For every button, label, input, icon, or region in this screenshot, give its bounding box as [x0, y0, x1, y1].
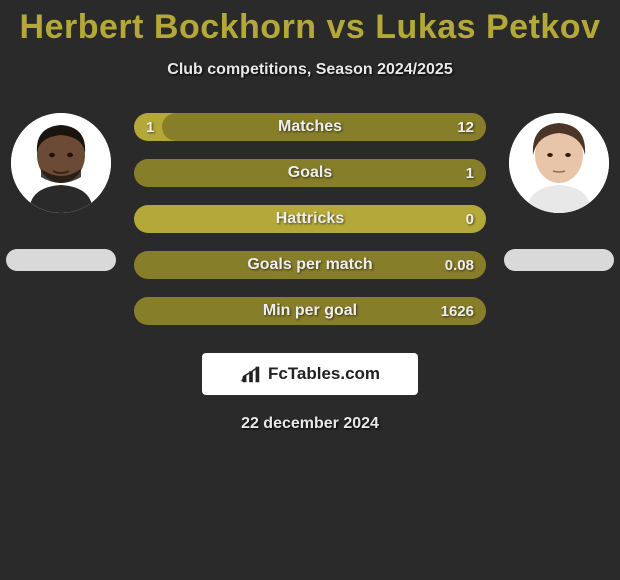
person-icon: [11, 113, 111, 213]
stat-bar: Goals per match 0.08: [134, 251, 486, 279]
stat-right-value: 1: [466, 165, 474, 182]
logo-text: FcTables.com: [268, 364, 380, 384]
subtitle: Club competitions, Season 2024/2025: [167, 61, 452, 79]
content-row: 1 Matches 12 Goals 1 Hattricks 0 Goals per matc…: [0, 113, 620, 325]
player-right-name-pill: [504, 249, 614, 271]
comparison-widget: Herbert Bockhorn vs Lukas Petkov Club co…: [0, 0, 620, 433]
source-logo[interactable]: FcTables.com: [202, 353, 418, 395]
stat-bar: Min per goal 1626: [134, 297, 486, 325]
stat-right-value: 12: [457, 119, 474, 136]
stat-bar: Goals 1: [134, 159, 486, 187]
stat-right-value: 0: [466, 211, 474, 228]
stat-right-value: 0.08: [445, 257, 474, 274]
stat-label: Goals per match: [247, 256, 372, 274]
stat-bar: Hattricks 0: [134, 205, 486, 233]
stat-bar: 1 Matches 12: [134, 113, 486, 141]
player-right-avatar: [509, 113, 609, 213]
date-label: 22 december 2024: [241, 415, 379, 433]
page-title: Herbert Bockhorn vs Lukas Petkov: [20, 8, 601, 47]
stat-left-value: 1: [146, 119, 154, 136]
stat-label: Matches: [278, 118, 342, 136]
player-left-name-pill: [6, 249, 116, 271]
stat-right-value: 1626: [441, 303, 474, 320]
stat-label: Goals: [288, 164, 332, 182]
bar-chart-icon: [240, 363, 262, 385]
player-left-col: [6, 113, 116, 271]
stat-label: Hattricks: [276, 210, 344, 228]
person-icon: [509, 113, 609, 213]
stat-bars: 1 Matches 12 Goals 1 Hattricks 0 Goals per matc…: [134, 113, 486, 325]
player-left-avatar: [11, 113, 111, 213]
stat-label: Min per goal: [263, 302, 357, 320]
player-right-col: [504, 113, 614, 271]
